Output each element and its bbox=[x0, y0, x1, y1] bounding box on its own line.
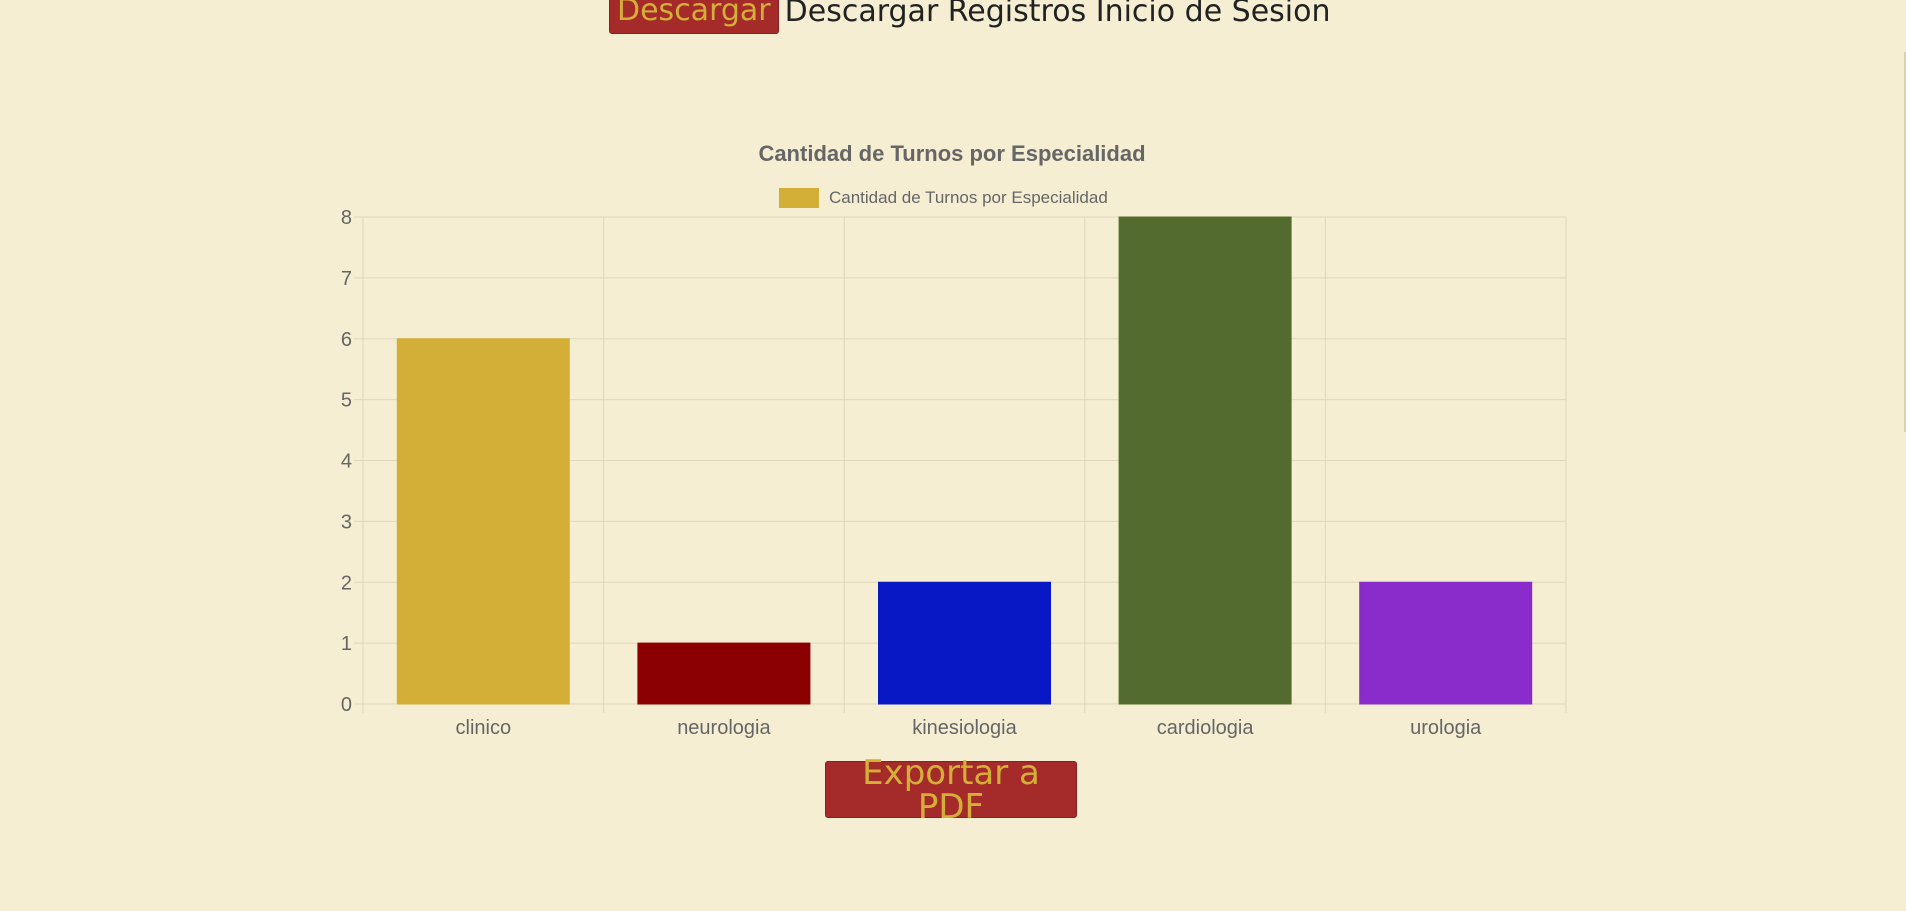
y-tick-label: 5 bbox=[341, 390, 352, 412]
bar-urologia[interactable] bbox=[1359, 581, 1533, 705]
export-pdf-button[interactable]: Exportar a PDF bbox=[825, 756, 1077, 824]
x-axis-ticks: clinico neurologia kinesiologia cardiologia… bbox=[456, 717, 1483, 739]
y-tick-label: 8 bbox=[341, 207, 352, 229]
bar-kinesiologia[interactable] bbox=[878, 581, 1051, 705]
y-tick-label: 3 bbox=[341, 511, 352, 533]
y-tick-label: 0 bbox=[341, 694, 352, 716]
download-caption: Descargar Registros Inicio de Sesion bbox=[784, 0, 1331, 29]
x-tick-label: kinesiologia bbox=[912, 717, 1017, 739]
x-tick-label: cardiologia bbox=[1157, 717, 1255, 739]
y-tick-label: 2 bbox=[341, 572, 352, 594]
x-tick-label: urologia bbox=[1410, 717, 1482, 739]
x-tick-label: clinico bbox=[456, 717, 512, 739]
y-tick-label: 6 bbox=[341, 329, 352, 351]
download-button[interactable]: Descargar bbox=[609, 0, 779, 34]
bars bbox=[396, 216, 1533, 705]
y-tick-label: 7 bbox=[341, 268, 352, 290]
legend-swatch[interactable] bbox=[779, 188, 819, 208]
bar-cardiologia[interactable] bbox=[1118, 216, 1292, 705]
x-tick-label: neurologia bbox=[677, 717, 771, 739]
y-tick-label: 1 bbox=[341, 633, 352, 655]
download-row: Descargar Descargar Registros Inicio de … bbox=[609, 0, 1331, 34]
y-axis-ticks: 0 1 2 3 4 5 6 7 8 bbox=[341, 207, 352, 716]
bar-clinico[interactable] bbox=[396, 338, 570, 705]
y-tick-label: 4 bbox=[341, 451, 352, 473]
chart-title: Cantidad de Turnos por Especialidad bbox=[758, 141, 1145, 166]
scrollbar-edge[interactable] bbox=[1904, 52, 1906, 432]
bar-neurologia[interactable] bbox=[637, 642, 811, 705]
legend-label[interactable]: Cantidad de Turnos por Especialidad bbox=[829, 188, 1108, 207]
